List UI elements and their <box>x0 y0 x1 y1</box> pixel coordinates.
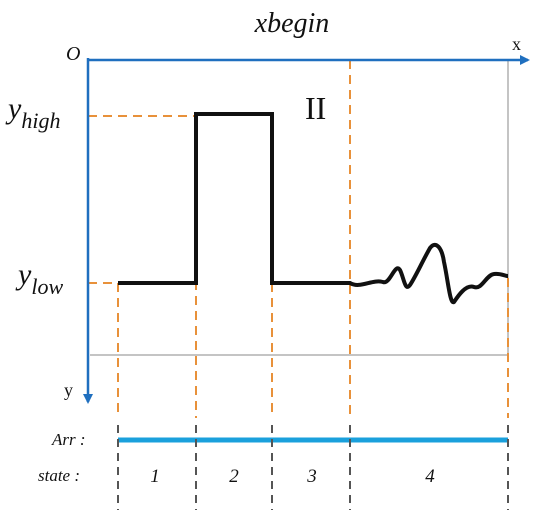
y-low-label: ylow <box>15 258 63 299</box>
state-1: 1 <box>150 466 160 487</box>
state-4: 4 <box>425 466 435 487</box>
arr-label: Arr : <box>51 430 86 449</box>
state-2: 2 <box>229 466 239 487</box>
region-label: II <box>305 90 326 126</box>
dashed-guides <box>88 60 509 418</box>
state-label: state : <box>38 466 80 485</box>
state-separators <box>117 425 509 510</box>
state-3: 3 <box>306 466 317 487</box>
signal-waveform <box>118 112 509 305</box>
y-high-label: yhigh <box>5 92 60 133</box>
diagram-title: xbegin <box>254 8 330 39</box>
x-axis-label: x <box>512 34 521 54</box>
y-axis-label: y <box>64 380 73 400</box>
origin-label: O <box>66 43 80 65</box>
